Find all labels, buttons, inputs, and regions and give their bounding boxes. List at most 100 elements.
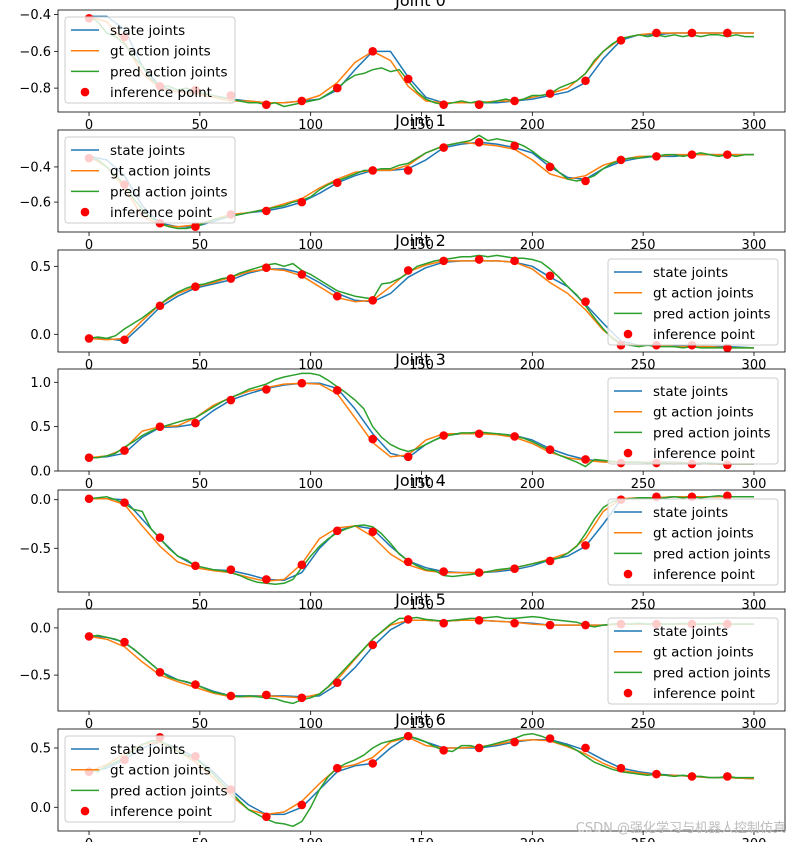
inference-point xyxy=(297,197,307,207)
inference-point xyxy=(297,693,307,703)
inference-point xyxy=(687,150,697,159)
panel-title: Joint 6 xyxy=(394,710,446,729)
y-tick-label: −0.8 xyxy=(19,82,51,97)
inference-point xyxy=(368,527,378,537)
x-tick-label: 0 xyxy=(85,358,93,373)
series-line-pred-action-joints xyxy=(88,254,754,349)
inference-point xyxy=(439,746,448,755)
y-tick-label: −0.4 xyxy=(19,160,51,175)
axes-frame xyxy=(57,368,786,472)
inference-point xyxy=(510,256,519,266)
x-tick-label: 300 xyxy=(742,598,767,613)
inference-point xyxy=(262,263,271,272)
x-tick-label: 250 xyxy=(631,598,656,613)
x-tick-label: 50 xyxy=(192,477,209,492)
legend-marker xyxy=(80,806,90,816)
x-tick-label: 150 xyxy=(409,717,434,732)
inference-point xyxy=(510,618,519,628)
legend-label: gt action joints xyxy=(653,526,754,542)
legend-marker xyxy=(623,688,633,698)
chart-panel-4: 0 50 100 150 200 250 300 −0.5 0.0 state joints gt … xyxy=(19,471,786,613)
inference-point xyxy=(545,556,555,566)
legend-label: state joints xyxy=(110,143,185,159)
inference-point xyxy=(652,152,661,161)
inference-point xyxy=(226,395,236,405)
plot-area xyxy=(84,491,754,585)
legend-label: state joints xyxy=(653,624,728,640)
inference-point xyxy=(368,47,378,56)
inference-point xyxy=(652,28,661,38)
y-tick-label: 1.0 xyxy=(30,376,51,391)
inference-point xyxy=(262,385,271,394)
inference-point xyxy=(510,564,519,573)
inference-point xyxy=(545,271,555,281)
inference-point xyxy=(687,772,697,781)
y-tick-label: 0.5 xyxy=(30,260,51,275)
inference-point xyxy=(403,166,413,175)
y-tick-label: −0.4 xyxy=(19,8,51,23)
axes-frame xyxy=(57,249,786,353)
inference-point xyxy=(723,772,732,781)
x-tick-label: 300 xyxy=(742,837,767,842)
legend-label: gt action joints xyxy=(653,405,754,421)
legend-label: inference point xyxy=(653,567,755,583)
legend-label: state joints xyxy=(110,23,185,39)
watermark: CSDN @强化学习与机器人控制仿真 xyxy=(575,821,786,836)
panel-title: Joint 5 xyxy=(394,590,446,609)
inference-point xyxy=(652,769,661,779)
legend-marker xyxy=(80,87,90,97)
inference-point xyxy=(84,453,94,462)
x-tick-label: 0 xyxy=(85,238,93,253)
series-line-pred-action-joints xyxy=(88,134,754,230)
inference-point xyxy=(403,74,413,84)
legend: state joints gt action joints pred action … xyxy=(64,16,236,104)
inference-point xyxy=(297,560,307,570)
x-tick-label: 0 xyxy=(85,477,93,492)
legend-label: gt action joints xyxy=(110,44,211,60)
legend-label: inference point xyxy=(110,85,212,101)
inference-point xyxy=(191,222,200,232)
inference-point xyxy=(368,166,378,175)
inference-point xyxy=(120,335,129,345)
y-tick-label: −0.5 xyxy=(19,542,51,557)
inference-point xyxy=(155,533,165,542)
axes-frame xyxy=(57,489,786,593)
inference-point xyxy=(403,452,413,462)
inference-point xyxy=(581,176,590,186)
legend-marker xyxy=(623,448,633,458)
y-tick-label: −0.6 xyxy=(19,196,51,211)
inference-point xyxy=(439,256,448,266)
inference-point xyxy=(616,155,626,165)
y-tick-label: 0.0 xyxy=(30,465,51,480)
y-tick-label: 0.5 xyxy=(30,741,51,756)
legend-label: inference point xyxy=(653,327,755,343)
x-tick-label: 0 xyxy=(85,598,93,613)
inference-point xyxy=(510,737,519,747)
series-line-pred-action-joints xyxy=(88,495,754,585)
y-tick-label: 0.0 xyxy=(30,493,51,508)
legend-label: pred action joints xyxy=(110,783,227,799)
legend: state joints gt action joints pred action … xyxy=(607,498,779,586)
y-tick-label: 0.5 xyxy=(30,420,51,435)
inference-point xyxy=(332,526,342,536)
x-tick-label: 50 xyxy=(192,118,209,133)
x-tick-label: 300 xyxy=(742,238,767,253)
inference-point xyxy=(332,385,342,395)
legend-label: state joints xyxy=(653,265,728,281)
x-tick-label: 50 xyxy=(192,358,209,373)
legend-label: inference point xyxy=(110,205,212,221)
x-tick-label: 200 xyxy=(520,238,545,253)
inference-point xyxy=(226,565,236,574)
x-tick-label: 0 xyxy=(85,837,93,842)
inference-point xyxy=(155,301,165,311)
x-tick-label: 100 xyxy=(298,118,323,133)
inference-point xyxy=(332,763,342,773)
inference-point xyxy=(545,734,555,743)
inference-point xyxy=(120,498,129,507)
inference-point xyxy=(226,691,236,701)
legend-label: pred action joints xyxy=(653,665,770,681)
inference-point xyxy=(581,743,590,753)
chart-panel-3: 0 50 100 150 200 250 300 0.0 0.5 1.0 state joints g… xyxy=(30,350,786,492)
inference-point xyxy=(723,150,732,159)
x-tick-label: 50 xyxy=(192,717,209,732)
